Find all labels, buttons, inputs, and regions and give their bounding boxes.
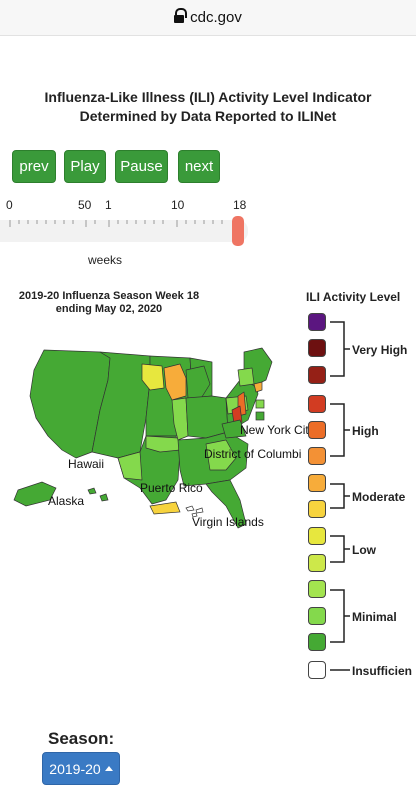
state-new-york [237,367,255,387]
puerto-rico-shape[interactable] [149,501,181,515]
slider-tick-label: 18 [233,198,247,212]
nyc-dc-boxes[interactable] [255,399,265,421]
lock-icon [174,7,188,25]
slider-tick-label: 0 [6,198,13,212]
map-label-virgin-islands: Virgin Islands [192,515,264,529]
map-title: 2019-20 Influenza Season Week 18 ending … [6,290,212,316]
state-region-midwest [185,395,229,439]
page-title-line1: Influenza-Like Illness (ILI) Activity Le… [44,89,372,105]
legend-label-very-high: Very High [352,343,408,357]
season-selected-value: 2019-20 [49,760,101,777]
map-label-dc: District of Columbi [204,447,302,461]
state-virginia [221,419,247,439]
prev-button[interactable]: prev [12,150,56,183]
virgin-islands-shape[interactable] [185,505,204,518]
us-ili-map[interactable] [0,340,300,540]
legend-swatch [308,607,326,625]
legend-swatch [308,313,326,331]
legend-swatch [308,447,326,465]
page-title-line2: Determined by Data Reported to ILINet [79,108,337,124]
legend-swatch [308,554,326,572]
legend-swatch [308,633,326,651]
legend-swatch [308,395,326,413]
alaska-shape[interactable] [13,481,57,507]
browser-url-bar[interactable]: cdc.gov [0,0,416,36]
slider-unit-label: weeks [88,253,123,267]
state-region-texas [117,435,181,505]
state-wisconsin [163,363,187,401]
legend-label-low: Low [352,543,376,557]
legend-swatch [308,500,326,518]
legend-swatch [308,580,326,598]
hawaii-shape[interactable] [87,487,109,502]
legend-label-moderate: Moderate [352,490,406,504]
legend-brackets [330,321,350,671]
legend-swatch [308,421,326,439]
slider-track[interactable] [0,220,248,242]
state-new-mexico [117,451,143,481]
next-button[interactable]: next [178,150,220,183]
slider-ticks [9,220,239,227]
legend-swatch [308,366,326,384]
play-button[interactable]: Play [64,150,106,183]
legend-label-minimal: Minimal [352,610,397,624]
slider-tick-label: 50 [78,198,92,212]
legend-label-high: High [352,424,379,438]
state-maryland-delaware [231,405,243,425]
map-title-line2: ending May 02, 2020 [55,303,163,315]
state-florida [205,479,247,529]
url-text: cdc.gov [190,9,242,26]
state-michigan [185,365,211,401]
map-label-new-york-city: New York Cit [240,423,309,437]
map-label-hawaii: Hawaii [68,457,105,471]
legend-swatch [308,339,326,357]
slider-handle[interactable] [232,216,244,246]
legend-swatch [308,527,326,545]
legend-swatch [308,661,326,679]
map-title-line1: 2019-20 Influenza Season Week 18 [18,290,200,302]
page-title: Influenza-Like Illness (ILI) Activity Le… [0,88,416,126]
map-label-alaska: Alaska [48,494,85,508]
state-dakota-low [141,363,165,391]
state-oklahoma [145,435,181,453]
state-connecticut [253,381,263,393]
legend-title: ILI Activity Level [306,290,401,304]
legend-swatch [308,474,326,492]
slider-tick-label: 10 [171,198,185,212]
slider-tick-label: 1 [105,198,112,212]
season-select[interactable]: 2019-20 [42,752,120,785]
season-label: Season: [48,729,115,748]
state-illinois [171,397,189,441]
caret-up-icon [104,766,113,771]
legend-label-insufficient: Insufficien [352,664,413,678]
state-region-southeast-light [205,439,237,471]
pause-button[interactable]: Pause [115,150,168,183]
map-label-puerto-rico: Puerto Rico [140,481,203,495]
